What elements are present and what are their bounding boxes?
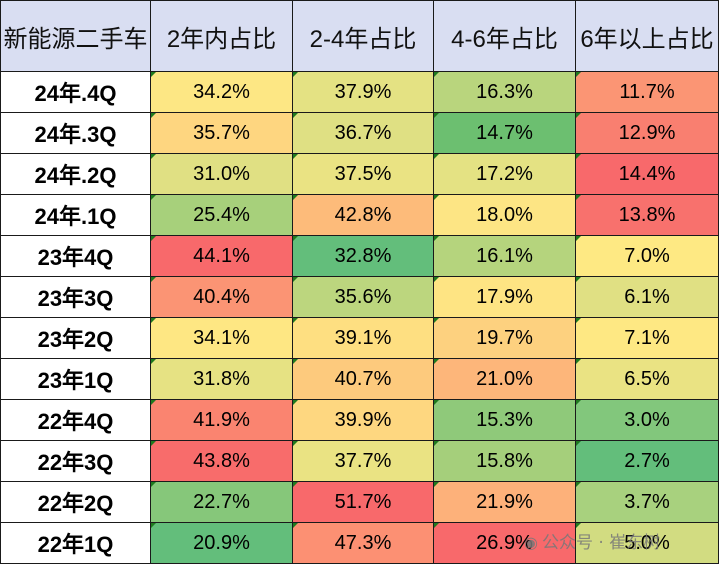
value-cell: 43.8% [150, 440, 293, 482]
table-row: 23年3Q 40.4% 35.6% 17.9% 6.1% [0, 276, 719, 318]
table-row: 22年3Q 43.8% 37.7% 15.8% 2.7% [0, 440, 719, 482]
row-label: 22年2Q [0, 481, 151, 523]
value-cell: 7.1% [575, 317, 719, 359]
column-header: 2年内占比 [150, 0, 293, 72]
value-cell: 47.3% [292, 522, 434, 564]
value-cell: 11.7% [575, 71, 719, 113]
value-cell: 39.9% [292, 399, 434, 441]
column-header: 2-4年占比 [292, 0, 434, 72]
value-cell: 34.1% [150, 317, 293, 359]
value-cell: 6.1% [575, 276, 719, 318]
value-cell: 22.7% [150, 481, 293, 523]
row-label: 22年1Q [0, 522, 151, 564]
table-body: 24年.4Q 34.2% 37.9% 16.3% 11.7% 24年.3Q 35.7% 36.… [0, 71, 719, 564]
value-cell: 21.0% [433, 358, 576, 400]
wechat-icon: ◉ [524, 533, 538, 552]
column-header: 6年以上占比 [575, 0, 719, 72]
table-row: 24年.1Q 25.4% 42.8% 18.0% 13.8% [0, 194, 719, 236]
value-cell: 40.4% [150, 276, 293, 318]
value-cell: 37.9% [292, 71, 434, 113]
watermark-text: 公众号 · 崔东树 [541, 533, 661, 553]
row-label: 23年1Q [0, 358, 151, 400]
value-cell: 40.7% [292, 358, 434, 400]
value-cell: 14.7% [433, 112, 576, 154]
value-cell: 15.3% [433, 399, 576, 441]
value-cell: 41.9% [150, 399, 293, 441]
value-cell: 15.8% [433, 440, 576, 482]
value-cell: 35.7% [150, 112, 293, 154]
value-cell: 34.2% [150, 71, 293, 113]
row-label: 22年3Q [0, 440, 151, 482]
table-row: 24年.2Q 31.0% 37.5% 17.2% 14.4% [0, 153, 719, 195]
table-row: 24年.4Q 34.2% 37.9% 16.3% 11.7% [0, 71, 719, 113]
table-row: 23年2Q 34.1% 39.1% 19.7% 7.1% [0, 317, 719, 359]
value-cell: 20.9% [150, 522, 293, 564]
watermark: ◉ 公众号 · 崔东树 [524, 528, 660, 553]
value-cell: 31.0% [150, 153, 293, 195]
row-label: 23年2Q [0, 317, 151, 359]
value-cell: 17.2% [433, 153, 576, 195]
table-row: 24年.3Q 35.7% 36.7% 14.7% 12.9% [0, 112, 719, 154]
table-row: 22年1Q 20.9% 47.3% 26.9% 5.0% [0, 522, 719, 564]
value-cell: 5.0% [575, 522, 719, 564]
value-cell: 16.1% [433, 235, 576, 277]
value-cell: 35.6% [292, 276, 434, 318]
value-cell: 39.1% [292, 317, 434, 359]
column-header: 4-6年占比 [433, 0, 576, 72]
row-label: 23年3Q [0, 276, 151, 318]
row-label: 22年4Q [0, 399, 151, 441]
value-cell: 31.8% [150, 358, 293, 400]
value-cell: 3.0% [575, 399, 719, 441]
value-cell: 17.9% [433, 276, 576, 318]
value-cell: 21.9% [433, 481, 576, 523]
table-row: 22年4Q 41.9% 39.9% 15.3% 3.0% [0, 399, 719, 441]
row-label: 24年.4Q [0, 71, 151, 113]
table-row: 23年1Q 31.8% 40.7% 21.0% 6.5% [0, 358, 719, 400]
corner-header: 新能源二手车 [0, 0, 151, 72]
value-cell: 51.7% [292, 481, 434, 523]
value-cell: 36.7% [292, 112, 434, 154]
value-cell: 26.9% [433, 522, 576, 564]
value-cell: 42.8% [292, 194, 434, 236]
value-cell: 37.5% [292, 153, 434, 195]
value-cell: 3.7% [575, 481, 719, 523]
value-cell: 16.3% [433, 71, 576, 113]
header-row: 新能源二手车 2年内占比 2-4年占比 4-6年占比 6年以上占比 [0, 0, 719, 72]
value-cell: 32.8% [292, 235, 434, 277]
value-cell: 13.8% [575, 194, 719, 236]
value-cell: 25.4% [150, 194, 293, 236]
row-label: 23年4Q [0, 235, 151, 277]
value-cell: 14.4% [575, 153, 719, 195]
value-cell: 19.7% [433, 317, 576, 359]
value-cell: 44.1% [150, 235, 293, 277]
row-label: 24年.2Q [0, 153, 151, 195]
value-cell: 2.7% [575, 440, 719, 482]
value-cell: 7.0% [575, 235, 719, 277]
value-cell: 18.0% [433, 194, 576, 236]
value-cell: 12.9% [575, 112, 719, 154]
row-label: 24年.3Q [0, 112, 151, 154]
row-label: 24年.1Q [0, 194, 151, 236]
table-row: 22年2Q 22.7% 51.7% 21.9% 3.7% [0, 481, 719, 523]
table-row: 23年4Q 44.1% 32.8% 16.1% 7.0% [0, 235, 719, 277]
value-cell: 6.5% [575, 358, 719, 400]
value-cell: 37.7% [292, 440, 434, 482]
